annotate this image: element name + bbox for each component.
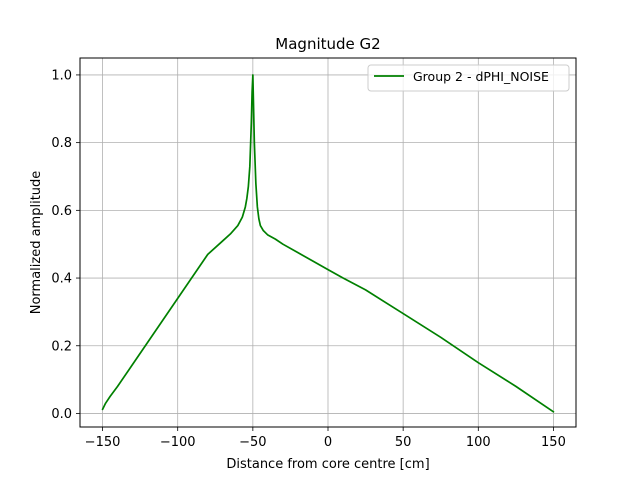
legend: Group 2 - dPHI_NOISE	[367, 64, 570, 92]
y-axis-label: Normalized amplitude	[29, 171, 44, 315]
y-tick-label: 0.0	[51, 407, 72, 422]
y-tick-label: 0.2	[51, 339, 72, 354]
series-line	[101, 74, 555, 413]
y-ticks: 0.0 0.2 0.4 0.6 0.8 1.0	[51, 68, 80, 422]
y-tick-label: 1.0	[51, 68, 72, 83]
chart-title: Magnitude G2	[275, 35, 380, 53]
series-layer	[101, 74, 555, 413]
x-tick-label: 50	[395, 435, 412, 450]
legend-label: Group 2 - dPHI_NOISE	[413, 69, 549, 84]
x-tick-label: −150	[85, 435, 121, 450]
x-ticks: −150 −100 −50 0 50 100 150	[85, 427, 566, 450]
x-tick-label: 100	[466, 435, 491, 450]
x-tick-label: 150	[541, 435, 566, 450]
x-tick-label: −50	[239, 435, 266, 450]
grid	[80, 58, 576, 427]
y-tick-label: 0.6	[51, 204, 72, 219]
y-tick-label: 0.8	[51, 136, 72, 151]
legend-box	[367, 64, 570, 92]
x-tick-label: −100	[160, 435, 196, 450]
x-axis-label: Distance from core centre [cm]	[226, 457, 429, 472]
x-tick-label: 0	[324, 435, 332, 450]
y-tick-label: 0.4	[51, 272, 72, 287]
